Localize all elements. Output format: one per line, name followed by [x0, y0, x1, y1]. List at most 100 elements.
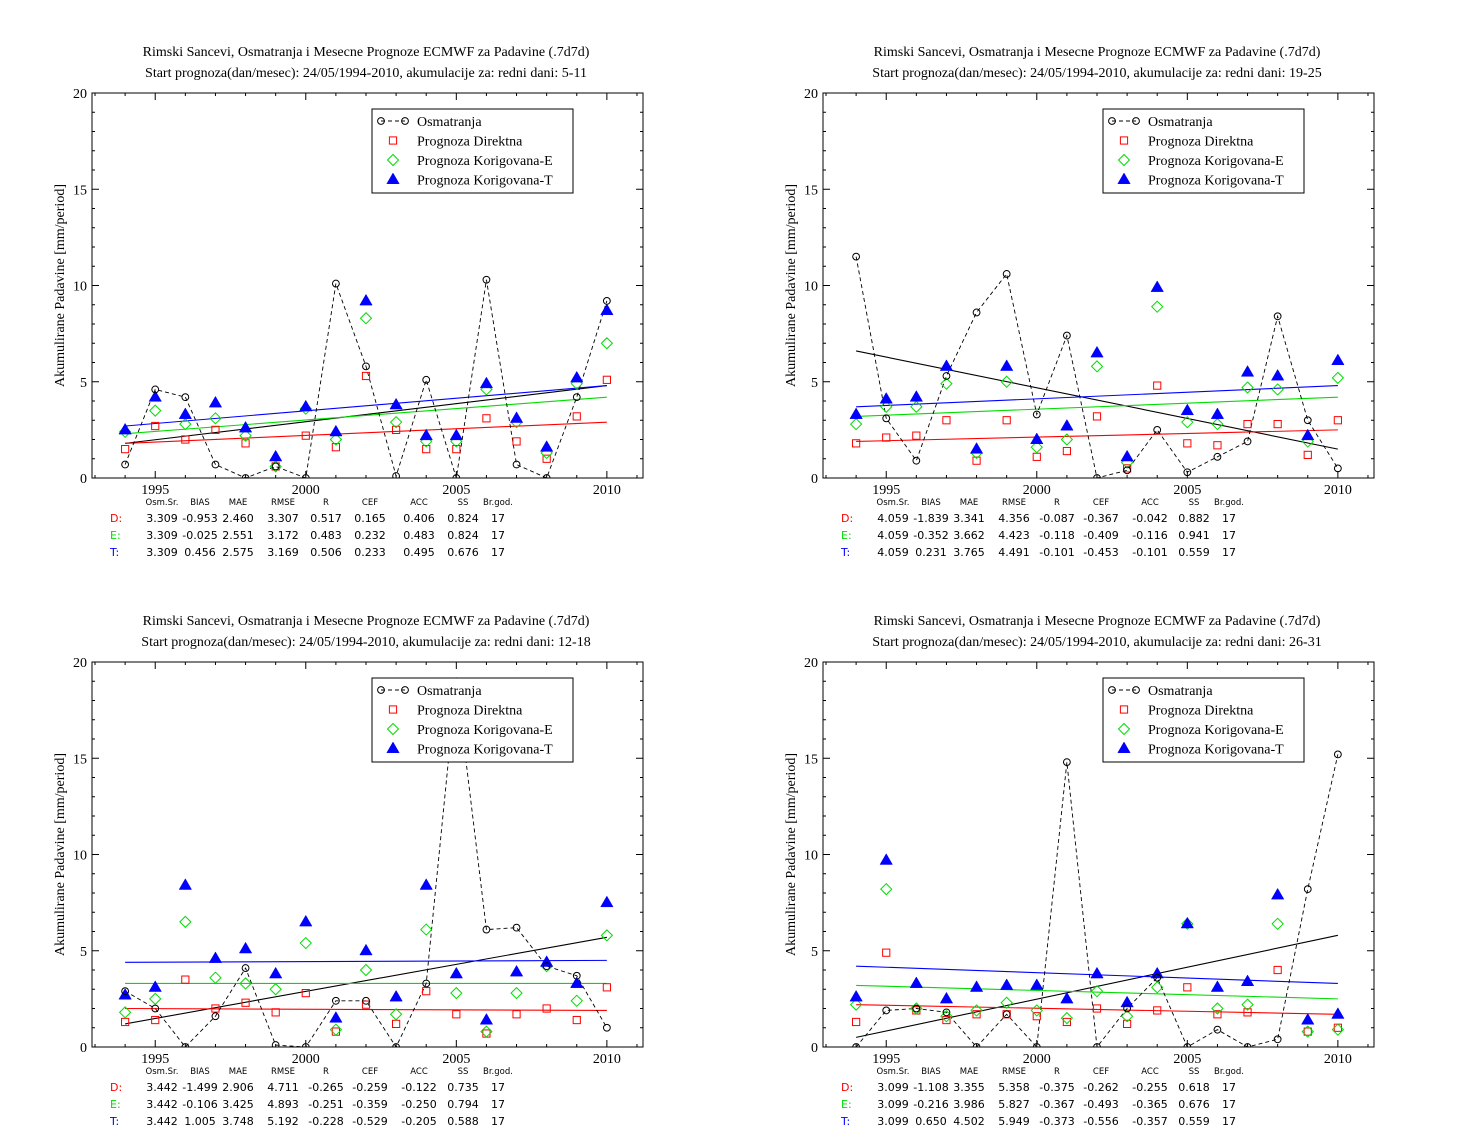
- stats-value: 0.483: [403, 529, 435, 542]
- data-point-circle: [1183, 468, 1192, 477]
- x-tick-label: 2010: [593, 1052, 621, 1067]
- legend-marker-square: [1119, 136, 1129, 145]
- data-point-square: [512, 1010, 521, 1019]
- data-point-diamond: [1000, 996, 1013, 1009]
- stats-header: Osm.Sr.: [877, 498, 910, 508]
- data-point-diamond: [1151, 981, 1164, 994]
- data-point-square: [542, 1004, 551, 1013]
- y-tick-label: 20: [804, 656, 818, 671]
- data-point-circle: [1273, 312, 1282, 321]
- data-point-triangle: [570, 976, 584, 988]
- stats-row-label: E:: [110, 529, 121, 542]
- trend-line-square: [125, 421, 607, 444]
- legend-marker-diamond: [1117, 153, 1131, 167]
- stats-value: 3.099: [877, 1098, 909, 1111]
- data-point-triangle: [509, 411, 524, 423]
- data-point-diamond: [940, 377, 953, 390]
- data-point-square: [1062, 1017, 1071, 1027]
- stats-value: 3.765: [953, 546, 985, 559]
- data-point-diamond: [329, 1023, 343, 1036]
- legend-marker-triangle: [386, 172, 400, 184]
- data-point-triangle: [849, 989, 863, 1002]
- plot-area: [118, 275, 614, 478]
- y-axis-label: Akumulirane Padavine [mm/period]: [784, 753, 799, 956]
- data-point-square: [422, 445, 431, 454]
- stats-value: 0.588: [447, 1115, 479, 1128]
- data-point-triangle: [600, 303, 614, 315]
- data-point-triangle: [909, 390, 923, 402]
- legend-marker-square: [388, 136, 398, 145]
- data-point-square: [121, 1017, 130, 1027]
- stats-header: Br.god.: [483, 1067, 513, 1077]
- data-point-square: [301, 989, 310, 998]
- y-axis-label: Akumulirane Padavine [mm/period]: [53, 184, 68, 387]
- stats-value: -0.453: [1083, 546, 1118, 559]
- stats-header: ACC: [1141, 1067, 1159, 1077]
- stats-value: 3.986: [953, 1098, 985, 1111]
- data-point-circle: [1093, 474, 1101, 478]
- data-point-diamond: [1090, 984, 1104, 998]
- legend-marker-diamond: [386, 722, 400, 736]
- data-point-circle: [331, 279, 340, 288]
- legend-marker-circle: [377, 117, 385, 125]
- stats-value: 4.059: [877, 512, 909, 525]
- data-point-square: [482, 1029, 491, 1038]
- data-point-circle: [912, 1004, 921, 1013]
- chart-title: Rimski Sancevi, Osmatranja i Mesecne Pro…: [874, 614, 1321, 629]
- stats-header: Br.god.: [1214, 498, 1244, 508]
- x-tick-label: 2005: [1173, 1052, 1201, 1067]
- legend-marker-circle: [401, 686, 409, 694]
- x-tick-label: 2000: [1023, 1052, 1051, 1067]
- stats-value: 0.882: [1178, 512, 1210, 525]
- stats-value: 4.893: [267, 1098, 299, 1111]
- data-point-square: [271, 1008, 280, 1017]
- y-tick-label: 20: [73, 87, 87, 102]
- x-tick-label: 1995: [872, 1052, 900, 1067]
- data-point-diamond: [880, 400, 893, 413]
- data-point-circle: [482, 275, 491, 284]
- stats-header: RMSE: [271, 1067, 295, 1077]
- stats-header: SS: [458, 498, 469, 508]
- x-tick-label: 1995: [141, 1052, 169, 1067]
- data-point-square: [972, 1010, 981, 1019]
- legend-marker-triangle: [386, 741, 400, 753]
- data-point-square: [912, 431, 921, 440]
- data-point-circle: [542, 474, 551, 478]
- data-point-circle: [121, 987, 130, 996]
- stats-value: 5.192: [267, 1115, 299, 1128]
- stats-value: 0.824: [447, 529, 479, 542]
- data-point-square: [241, 998, 250, 1007]
- stats-value: 17: [491, 1081, 505, 1094]
- data-point-circle: [572, 393, 581, 402]
- stats-header: SS: [1189, 1067, 1200, 1077]
- data-point-square: [181, 435, 190, 444]
- stats-value: -0.262: [1083, 1081, 1118, 1094]
- data-point-diamond: [1000, 375, 1013, 388]
- stats-value: -0.106: [182, 1098, 217, 1111]
- chart-subtitle: Start prognoza(dan/mesec): 24/05/1994-20…: [872, 66, 1321, 81]
- data-point-triangle: [299, 399, 313, 412]
- chart-title: Rimski Sancevi, Osmatranja i Mesecne Pro…: [874, 45, 1321, 60]
- stats-value: -0.101: [1132, 546, 1167, 559]
- stats-value: 4.491: [998, 546, 1030, 559]
- stats-value: -0.373: [1039, 1115, 1074, 1128]
- data-point-triangle: [299, 914, 313, 927]
- legend-label: Prognoza Korigovana-E: [417, 154, 553, 169]
- data-point-triangle: [329, 424, 343, 437]
- y-tick-label: 10: [73, 849, 87, 864]
- data-point-circle: [542, 962, 551, 971]
- stats-row-label: T:: [109, 546, 119, 559]
- stats-value: 0.676: [447, 546, 479, 559]
- data-point-circle: [241, 964, 250, 972]
- trend-line-diamond: [125, 396, 607, 435]
- stats-value: 0.941: [1178, 529, 1210, 542]
- stats-header: BIAS: [921, 1067, 941, 1077]
- data-point-square: [602, 983, 611, 992]
- stats-value: 3.355: [953, 1081, 985, 1094]
- data-point-square: [151, 1015, 160, 1025]
- data-point-square: [1183, 983, 1192, 992]
- data-point-diamond: [1241, 381, 1254, 394]
- legend-label: Osmatranja: [1148, 684, 1213, 699]
- stats-value: -1.839: [913, 512, 948, 525]
